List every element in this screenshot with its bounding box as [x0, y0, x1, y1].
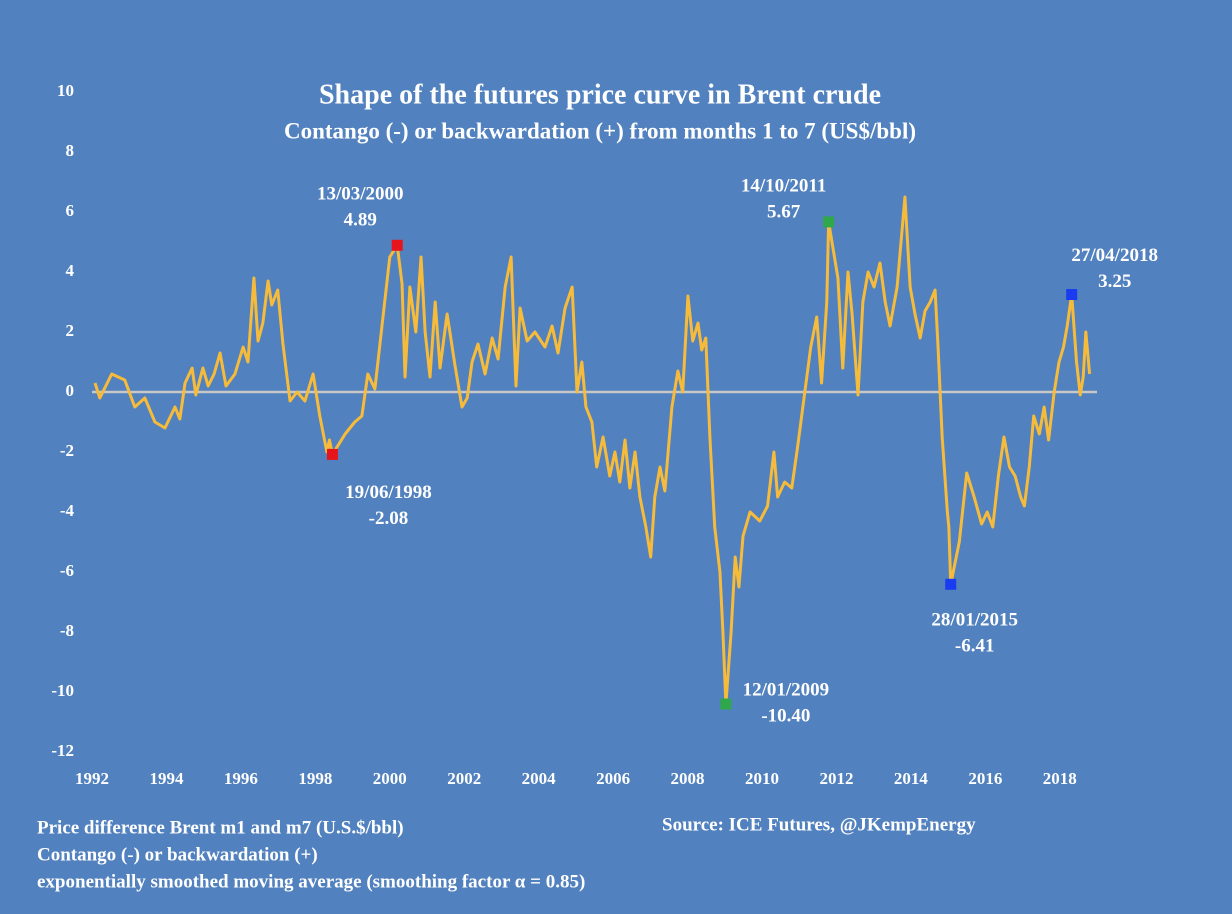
chart-title: Shape of the futures price curve in Bren…	[319, 79, 881, 110]
annotation-value: 5.67	[767, 201, 801, 222]
y-tick-label: -6	[60, 561, 74, 580]
annotation-marker	[326, 448, 338, 460]
x-tick-label: 2002	[447, 769, 481, 788]
y-tick-label: 4	[66, 261, 75, 280]
annotation-marker	[823, 216, 835, 228]
annotation-date: 12/01/2009	[743, 679, 830, 700]
x-tick-label: 2012	[819, 769, 853, 788]
footnote: Price difference Brent m1 and m7 (U.S.$/…	[37, 817, 404, 838]
annotation-marker	[945, 578, 957, 590]
x-tick-label: 2010	[745, 769, 779, 788]
annotation-value: -6.41	[955, 636, 995, 657]
x-tick-label: 2006	[596, 769, 630, 788]
annotation-date: 14/10/2011	[741, 175, 827, 196]
annotation-date: 13/03/2000	[317, 184, 404, 205]
y-tick-label: -2	[60, 441, 74, 460]
x-tick-label: 2016	[968, 769, 1002, 788]
y-tick-label: 8	[66, 141, 75, 160]
data-line	[93, 195, 1092, 706]
x-tick-label: 2004	[522, 769, 557, 788]
annotation-marker	[720, 698, 732, 710]
y-tick-label: -4	[60, 501, 75, 520]
y-tick-label: 10	[57, 81, 74, 100]
annotation-date: 19/06/1998	[345, 482, 432, 503]
annotation-date: 27/04/2018	[1071, 245, 1158, 266]
y-tick-label: 0	[66, 381, 75, 400]
annotation-date: 28/01/2015	[931, 610, 1018, 631]
annotation-value: 4.89	[344, 210, 377, 231]
y-tick-label: 6	[66, 201, 75, 220]
footnote: exponentially smoothed moving average (s…	[37, 871, 585, 892]
chart-subtitle: Contango (-) or backwardation (+) from m…	[284, 118, 916, 143]
annotation-value: -10.40	[761, 705, 810, 726]
source: Source: ICE Futures, @JKempEnergy	[662, 814, 976, 835]
x-tick-label: 2014	[894, 769, 929, 788]
x-tick-label: 2000	[373, 769, 407, 788]
annotation-marker	[1066, 289, 1078, 300]
annotation-value: 3.25	[1098, 271, 1131, 292]
x-tick-label: 2018	[1043, 769, 1077, 788]
annotation-marker	[391, 239, 403, 251]
y-tick-label: -10	[51, 681, 74, 700]
annotation-value: -2.08	[369, 508, 409, 529]
x-tick-label: 1994	[149, 769, 184, 788]
y-tick-label: 2	[66, 321, 75, 340]
x-tick-label: 1992	[75, 769, 109, 788]
x-tick-label: 1996	[224, 769, 258, 788]
x-tick-label: 1998	[298, 769, 332, 788]
x-tick-label: 2008	[671, 769, 705, 788]
footnote: Contango (-) or backwardation (+)	[37, 844, 318, 865]
y-tick-label: -8	[60, 621, 74, 640]
y-tick-label: -12	[51, 741, 74, 760]
